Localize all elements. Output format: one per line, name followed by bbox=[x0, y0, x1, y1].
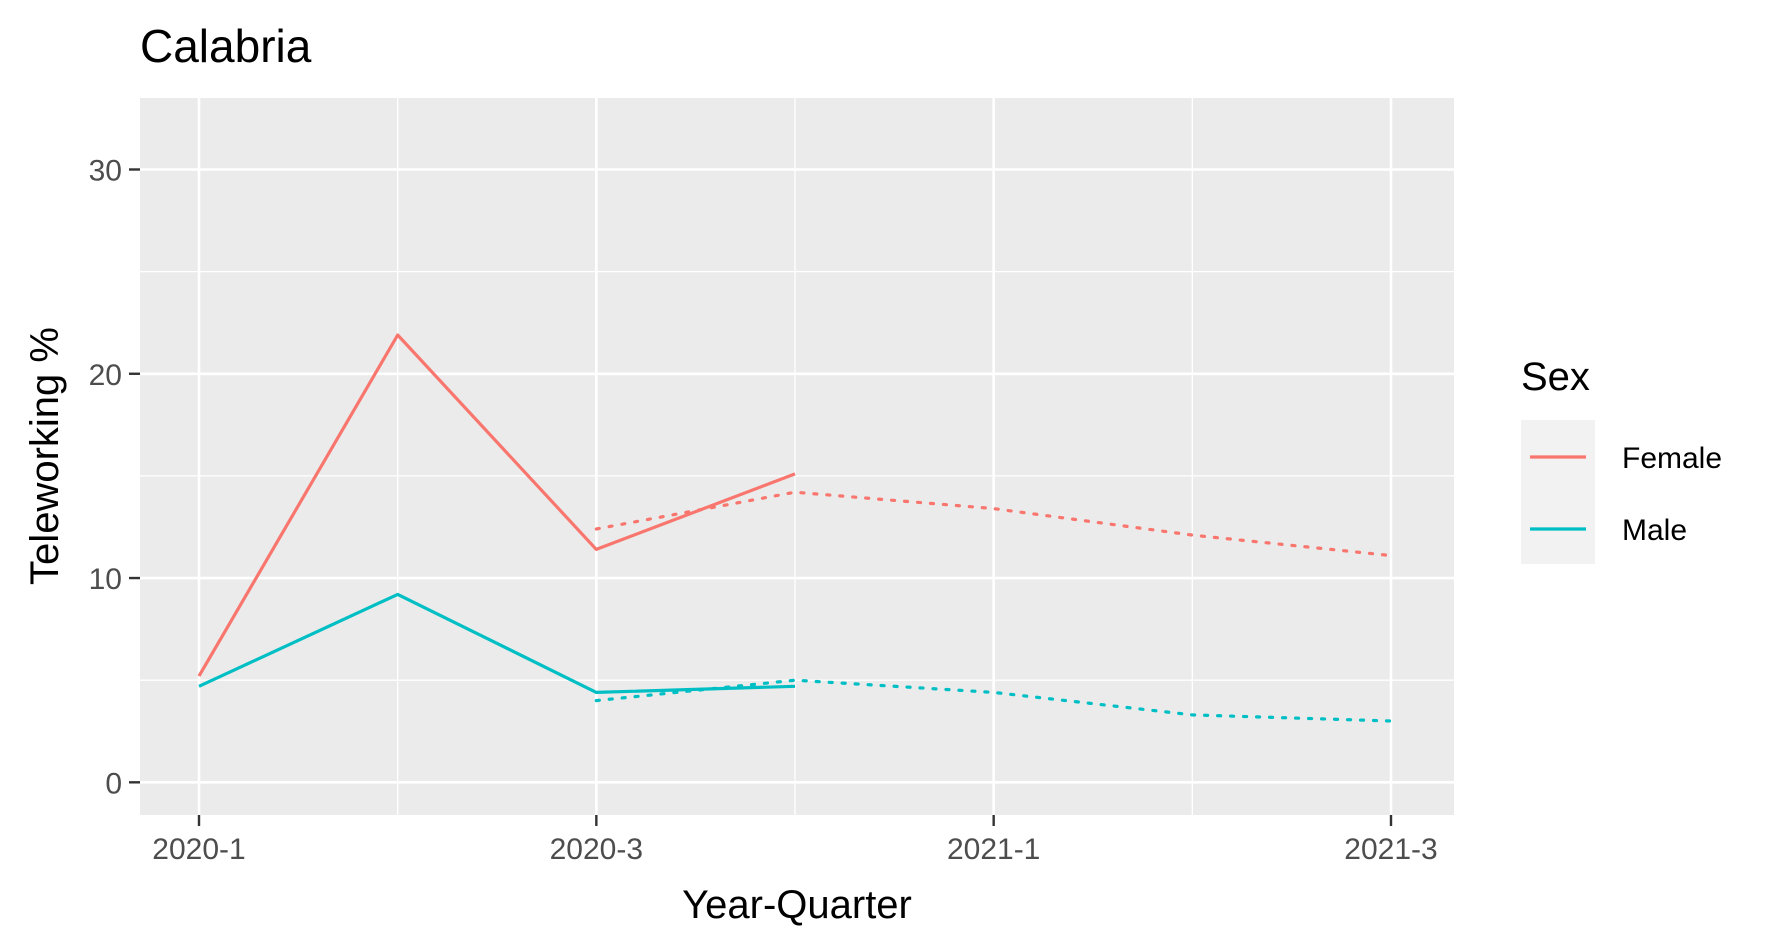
series-line-male-solid bbox=[198, 592, 796, 695]
y-tick-label: 30 bbox=[89, 154, 122, 187]
series-layer bbox=[197, 333, 1393, 723]
major-grid bbox=[140, 98, 1454, 815]
y-axis-title: Teleworking % bbox=[23, 327, 67, 585]
x-tick-label: 2021-3 bbox=[1344, 833, 1437, 866]
x-axis-title: Year-Quarter bbox=[682, 883, 912, 927]
series-line-female-solid bbox=[197, 333, 796, 677]
y-axis: 0 10 20 30 bbox=[89, 154, 140, 800]
y-tick-label: 10 bbox=[89, 563, 122, 596]
x-tick-label: 2021-1 bbox=[947, 833, 1040, 866]
legend: Sex Female Male bbox=[1521, 355, 1722, 564]
chart-title: Calabria bbox=[140, 20, 312, 72]
y-tick-label: 0 bbox=[105, 767, 122, 800]
legend-entries: Female Male bbox=[1530, 442, 1722, 547]
legend-label-female: Female bbox=[1622, 442, 1722, 475]
legend-key-background bbox=[1521, 420, 1595, 564]
x-axis: 2020-1 2020-3 2021-1 2021-3 bbox=[152, 815, 1438, 866]
legend-title: Sex bbox=[1521, 355, 1590, 399]
x-tick-label: 2020-1 bbox=[152, 833, 245, 866]
series-line-male-dotted bbox=[594, 678, 1393, 723]
y-tick-label: 20 bbox=[89, 359, 122, 392]
minor-grid bbox=[140, 98, 1454, 815]
series-line-female-dotted bbox=[594, 490, 1393, 558]
plot-panel bbox=[140, 98, 1454, 815]
legend-label-male: Male bbox=[1622, 514, 1687, 547]
x-tick-label: 2020-3 bbox=[550, 833, 643, 866]
